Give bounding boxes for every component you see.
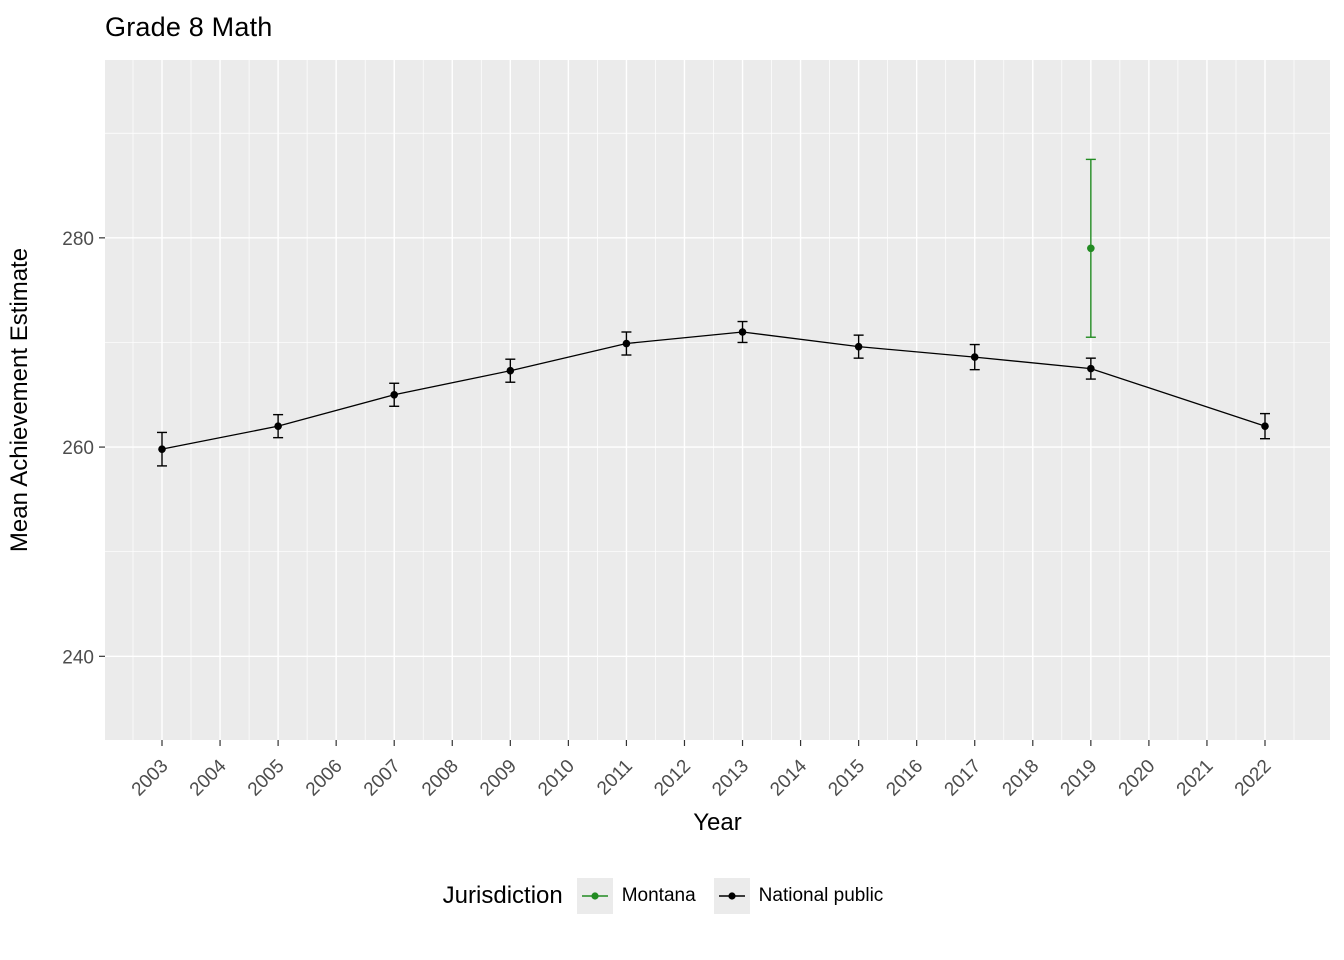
- x-tick-label: 2015: [824, 756, 869, 801]
- legend-label-national-public: National public: [758, 885, 884, 906]
- x-tick-label: 2007: [360, 756, 405, 801]
- x-tick-label: 2016: [882, 756, 927, 801]
- legend-title: Jurisdiction: [442, 882, 563, 909]
- data-point: [1087, 244, 1095, 253]
- data-point: [1261, 422, 1269, 430]
- data-point: [622, 339, 631, 348]
- data-point: [854, 342, 863, 351]
- y-axis-title: Mean Achievement Estimate: [6, 248, 33, 552]
- legend-entry-montana: Montana: [576, 878, 696, 914]
- y-tick-label: 280: [62, 229, 94, 250]
- x-tick-label: 2017: [941, 756, 986, 801]
- x-tick-label: 2019: [1057, 756, 1102, 801]
- data-point: [738, 328, 747, 336]
- plot-panel: [105, 60, 1330, 740]
- y-tick-label: 240: [62, 647, 94, 668]
- chart-canvas: 240 260 280 2003 2004 2005 2006 2007 2008 2009 201…: [6, 60, 1330, 836]
- y-tick-label: 260: [62, 438, 94, 459]
- x-tick-label: 2022: [1231, 756, 1276, 801]
- x-tick-label: 2020: [1115, 756, 1160, 801]
- legend-key-montana: [576, 878, 613, 914]
- x-tick-label: 2006: [302, 756, 347, 801]
- data-point: [274, 422, 282, 430]
- data-point: [970, 353, 979, 361]
- data-point: [1087, 364, 1095, 373]
- series-line: [161, 331, 1266, 450]
- data-point: [506, 366, 515, 375]
- x-tick-label: 2005: [244, 756, 289, 801]
- x-tick-label: 2021: [1173, 756, 1218, 801]
- x-axis-title: Year: [693, 809, 742, 836]
- x-tick-label: 2010: [534, 756, 579, 801]
- x-tick-label: 2011: [593, 756, 637, 800]
- legend-glyph-national-public: [718, 892, 745, 900]
- legend-point-icon: [591, 892, 599, 900]
- x-tick-label: 2013: [708, 756, 753, 801]
- legend-entry-national-public: National public: [713, 878, 884, 914]
- x-tick-label: 2009: [476, 756, 521, 801]
- legend-point-icon: [728, 892, 736, 900]
- x-tick-label: 2018: [999, 756, 1044, 801]
- x-tick-label: 2012: [650, 756, 695, 801]
- data-point: [390, 390, 399, 399]
- legend-key-national-public: [713, 878, 750, 914]
- chart-legend: Jurisdiction Montana National public: [0, 878, 1344, 914]
- chart-title: Grade 8 Math: [105, 12, 273, 42]
- x-tick-label: 2008: [418, 756, 463, 801]
- x-tick-label: 2014: [766, 755, 811, 800]
- data-point: [158, 445, 166, 453]
- x-tick-label: 2003: [128, 756, 173, 801]
- legend-glyph-montana: [581, 892, 608, 900]
- legend-label-montana: Montana: [621, 885, 696, 906]
- x-tick-label: 2004: [186, 755, 231, 800]
